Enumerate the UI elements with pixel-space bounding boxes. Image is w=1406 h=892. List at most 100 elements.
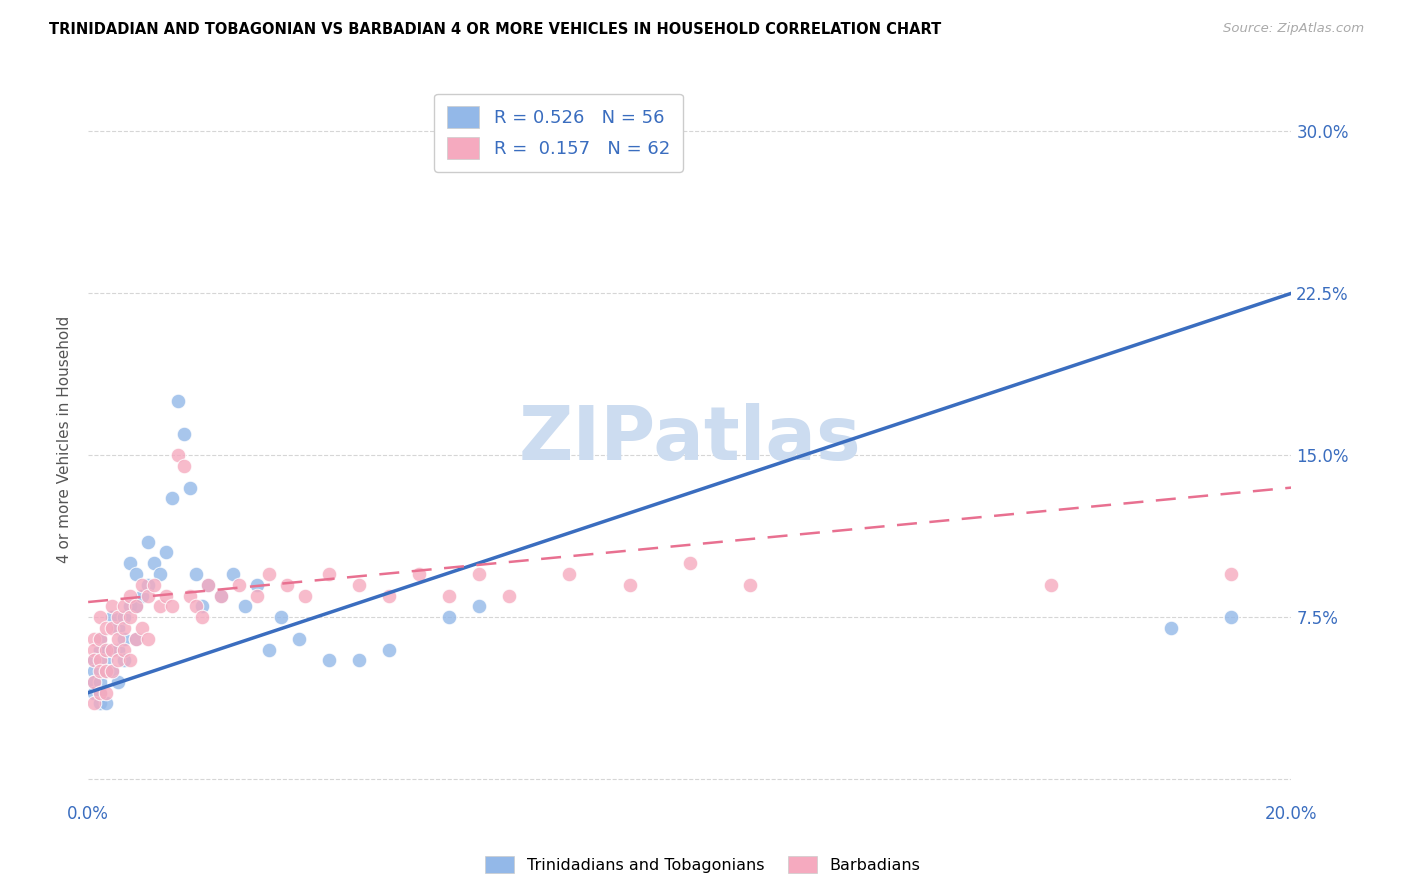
- Point: [107, 632, 129, 646]
- Point: [83, 674, 105, 689]
- Y-axis label: 4 or more Vehicles in Household: 4 or more Vehicles in Household: [58, 316, 72, 563]
- Point: [120, 589, 142, 603]
- Point: [1160, 621, 1182, 635]
- Point: [112, 642, 135, 657]
- Point: [136, 632, 159, 646]
- Point: [347, 578, 370, 592]
- Point: [136, 578, 159, 592]
- Point: [83, 653, 105, 667]
- Point: [131, 589, 153, 603]
- Point: [120, 610, 142, 624]
- Point: [246, 578, 269, 592]
- Point: [125, 566, 148, 581]
- Point: [89, 674, 111, 689]
- Point: [294, 589, 316, 603]
- Point: [347, 653, 370, 667]
- Point: [209, 589, 232, 603]
- Text: TRINIDADIAN AND TOBAGONIAN VS BARBADIAN 4 OR MORE VEHICLES IN HOUSEHOLD CORRELAT: TRINIDADIAN AND TOBAGONIAN VS BARBADIAN …: [49, 22, 942, 37]
- Point: [125, 599, 148, 614]
- Point: [89, 686, 111, 700]
- Point: [378, 589, 401, 603]
- Point: [318, 566, 340, 581]
- Point: [619, 578, 641, 592]
- Point: [257, 642, 280, 657]
- Point: [83, 697, 105, 711]
- Point: [287, 632, 309, 646]
- Point: [96, 664, 118, 678]
- Point: [89, 632, 111, 646]
- Point: [173, 458, 195, 473]
- Point: [101, 642, 124, 657]
- Point: [221, 566, 243, 581]
- Point: [558, 566, 581, 581]
- Point: [107, 621, 129, 635]
- Point: [107, 674, 129, 689]
- Point: [437, 610, 460, 624]
- Point: [233, 599, 256, 614]
- Point: [162, 491, 184, 506]
- Point: [83, 664, 105, 678]
- Point: [101, 664, 124, 678]
- Point: [191, 599, 214, 614]
- Point: [83, 642, 105, 657]
- Point: [143, 556, 166, 570]
- Point: [89, 610, 111, 624]
- Point: [112, 621, 135, 635]
- Point: [107, 653, 129, 667]
- Point: [112, 610, 135, 624]
- Point: [83, 632, 105, 646]
- Point: [1220, 610, 1243, 624]
- Point: [120, 556, 142, 570]
- Point: [125, 632, 148, 646]
- Text: ZIPatlas: ZIPatlas: [519, 402, 860, 475]
- Point: [101, 642, 124, 657]
- Point: [101, 664, 124, 678]
- Point: [96, 621, 118, 635]
- Point: [136, 534, 159, 549]
- Point: [619, 135, 641, 149]
- Point: [89, 653, 111, 667]
- Point: [738, 578, 761, 592]
- Point: [149, 599, 172, 614]
- Point: [120, 599, 142, 614]
- Point: [186, 566, 208, 581]
- Point: [270, 610, 292, 624]
- Point: [89, 664, 111, 678]
- Point: [679, 556, 702, 570]
- Point: [101, 599, 124, 614]
- Legend: Trinidadians and Tobagonians, Barbadians: Trinidadians and Tobagonians, Barbadians: [479, 849, 927, 880]
- Point: [131, 621, 153, 635]
- Point: [437, 589, 460, 603]
- Point: [378, 642, 401, 657]
- Point: [101, 610, 124, 624]
- Point: [112, 599, 135, 614]
- Point: [112, 632, 135, 646]
- Point: [162, 599, 184, 614]
- Point: [125, 599, 148, 614]
- Point: [83, 674, 105, 689]
- Point: [107, 610, 129, 624]
- Point: [167, 394, 190, 409]
- Point: [112, 653, 135, 667]
- Point: [318, 653, 340, 667]
- Point: [136, 589, 159, 603]
- Point: [246, 589, 269, 603]
- Point: [408, 566, 430, 581]
- Point: [120, 653, 142, 667]
- Point: [186, 599, 208, 614]
- Point: [468, 566, 491, 581]
- Point: [468, 599, 491, 614]
- Point: [179, 481, 201, 495]
- Point: [209, 589, 232, 603]
- Point: [1220, 566, 1243, 581]
- Point: [125, 632, 148, 646]
- Point: [96, 653, 118, 667]
- Point: [197, 578, 219, 592]
- Point: [276, 578, 298, 592]
- Point: [96, 686, 118, 700]
- Point: [257, 566, 280, 581]
- Point: [107, 642, 129, 657]
- Point: [96, 697, 118, 711]
- Point: [96, 642, 118, 657]
- Point: [155, 545, 177, 559]
